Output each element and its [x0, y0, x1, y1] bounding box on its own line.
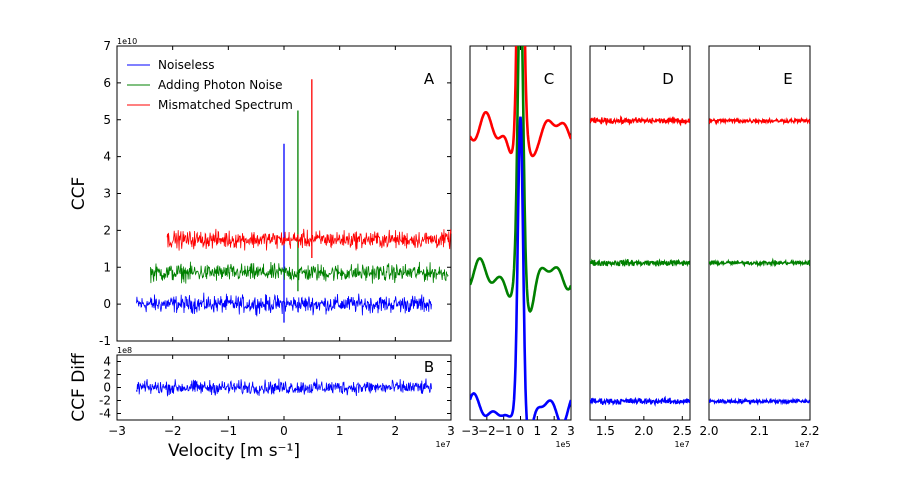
x-tick-label: −3 [461, 424, 479, 438]
y-tick-label: 2 [103, 223, 111, 237]
panel-label: A [424, 70, 435, 88]
series-line [590, 115, 690, 127]
panel-label: E [783, 70, 792, 88]
panel-a: -1 0 1 2 3 4 5 6 7 1e10 CCF A Noiseless Adding Photon… [69, 37, 452, 348]
y-tick-label: -2 [99, 394, 111, 408]
x-tick-label: 3 [447, 424, 455, 438]
series-line [470, 46, 571, 313]
y-axis-label: CCF Diff [69, 352, 89, 422]
y-tick-label: 6 [103, 76, 111, 90]
x-offset-label: 1e7 [674, 440, 689, 449]
panel-label: D [662, 70, 674, 88]
x-tick-label: 1.5 [596, 424, 615, 438]
y-offset-label: 1e8 [117, 346, 132, 355]
panel-frame [589, 45, 691, 421]
legend-label: Mismatched Spectrum [158, 98, 293, 112]
y-tick-label: 7 [103, 39, 111, 53]
y-tick-label: -4 [99, 407, 111, 421]
x-tick-label: 0 [517, 424, 525, 438]
series-line [590, 395, 690, 407]
panel-label: C [544, 70, 554, 88]
x-tick-label: 1 [336, 424, 344, 438]
y-tick-label: 4 [103, 355, 111, 369]
panel-e: 2.0 2.1 2.2 1e7 E [699, 45, 820, 449]
y-tick-label: 2 [103, 368, 111, 382]
x-offset-label: 1e7 [794, 440, 809, 449]
x-tick-label: 2.0 [699, 424, 718, 438]
x-tick-label: 2 [392, 424, 400, 438]
series-line [150, 261, 449, 284]
panel-frame [708, 45, 811, 421]
diff-series-line [136, 378, 432, 397]
x-tick-label: −1 [219, 424, 237, 438]
x-tick-label: 2.2 [800, 424, 819, 438]
x-axis-label: Velocity [m s⁻¹] [168, 441, 300, 461]
panel-frame [469, 45, 572, 421]
legend-label: Noiseless [158, 58, 215, 72]
series-line [470, 46, 571, 158]
x-tick-label: −2 [164, 424, 182, 438]
panel-d: 1.5 2.0 2.5 1e7 D [589, 45, 692, 449]
y-offset-label: 1e10 [117, 37, 137, 46]
series-line [709, 116, 810, 126]
series-line [709, 257, 810, 268]
y-tick-label: 4 [103, 150, 111, 164]
x-tick-label: 2.5 [673, 424, 692, 438]
y-tick-label: 0 [103, 381, 111, 395]
x-offset-label: 1e5 [555, 440, 570, 449]
series-line [166, 228, 452, 251]
x-tick-label: 2 [550, 424, 558, 438]
y-tick-label: 0 [103, 297, 111, 311]
series-line [590, 258, 690, 268]
x-tick-label: 3 [567, 424, 575, 438]
y-tick-label: 1 [103, 260, 111, 274]
x-tick-label: −2 [478, 424, 496, 438]
x-tick-label: 2.0 [634, 424, 653, 438]
x-offset-label: 1e7 [435, 440, 450, 449]
legend-label: Adding Photon Noise [158, 78, 283, 92]
x-tick-label: −3 [108, 424, 126, 438]
x-tick-label: 1 [534, 424, 542, 438]
x-tick-label: 0 [280, 424, 288, 438]
x-tick-label: 2.1 [750, 424, 769, 438]
series-line [709, 397, 810, 406]
x-tick-label: −1 [495, 424, 513, 438]
y-tick-label: 5 [103, 113, 111, 127]
y-tick-label: -1 [99, 334, 111, 348]
series-line [470, 116, 571, 420]
y-tick-label: 3 [103, 187, 111, 201]
panel-label: B [424, 358, 434, 376]
panel-c: −3 −2 −1 0 1 2 3 1e5 C [461, 45, 575, 449]
y-axis-label: CCF [69, 177, 89, 211]
